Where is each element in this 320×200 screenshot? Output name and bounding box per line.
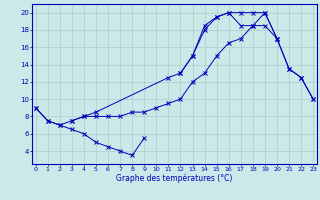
X-axis label: Graphe des températures (°C): Graphe des températures (°C)	[116, 173, 233, 183]
